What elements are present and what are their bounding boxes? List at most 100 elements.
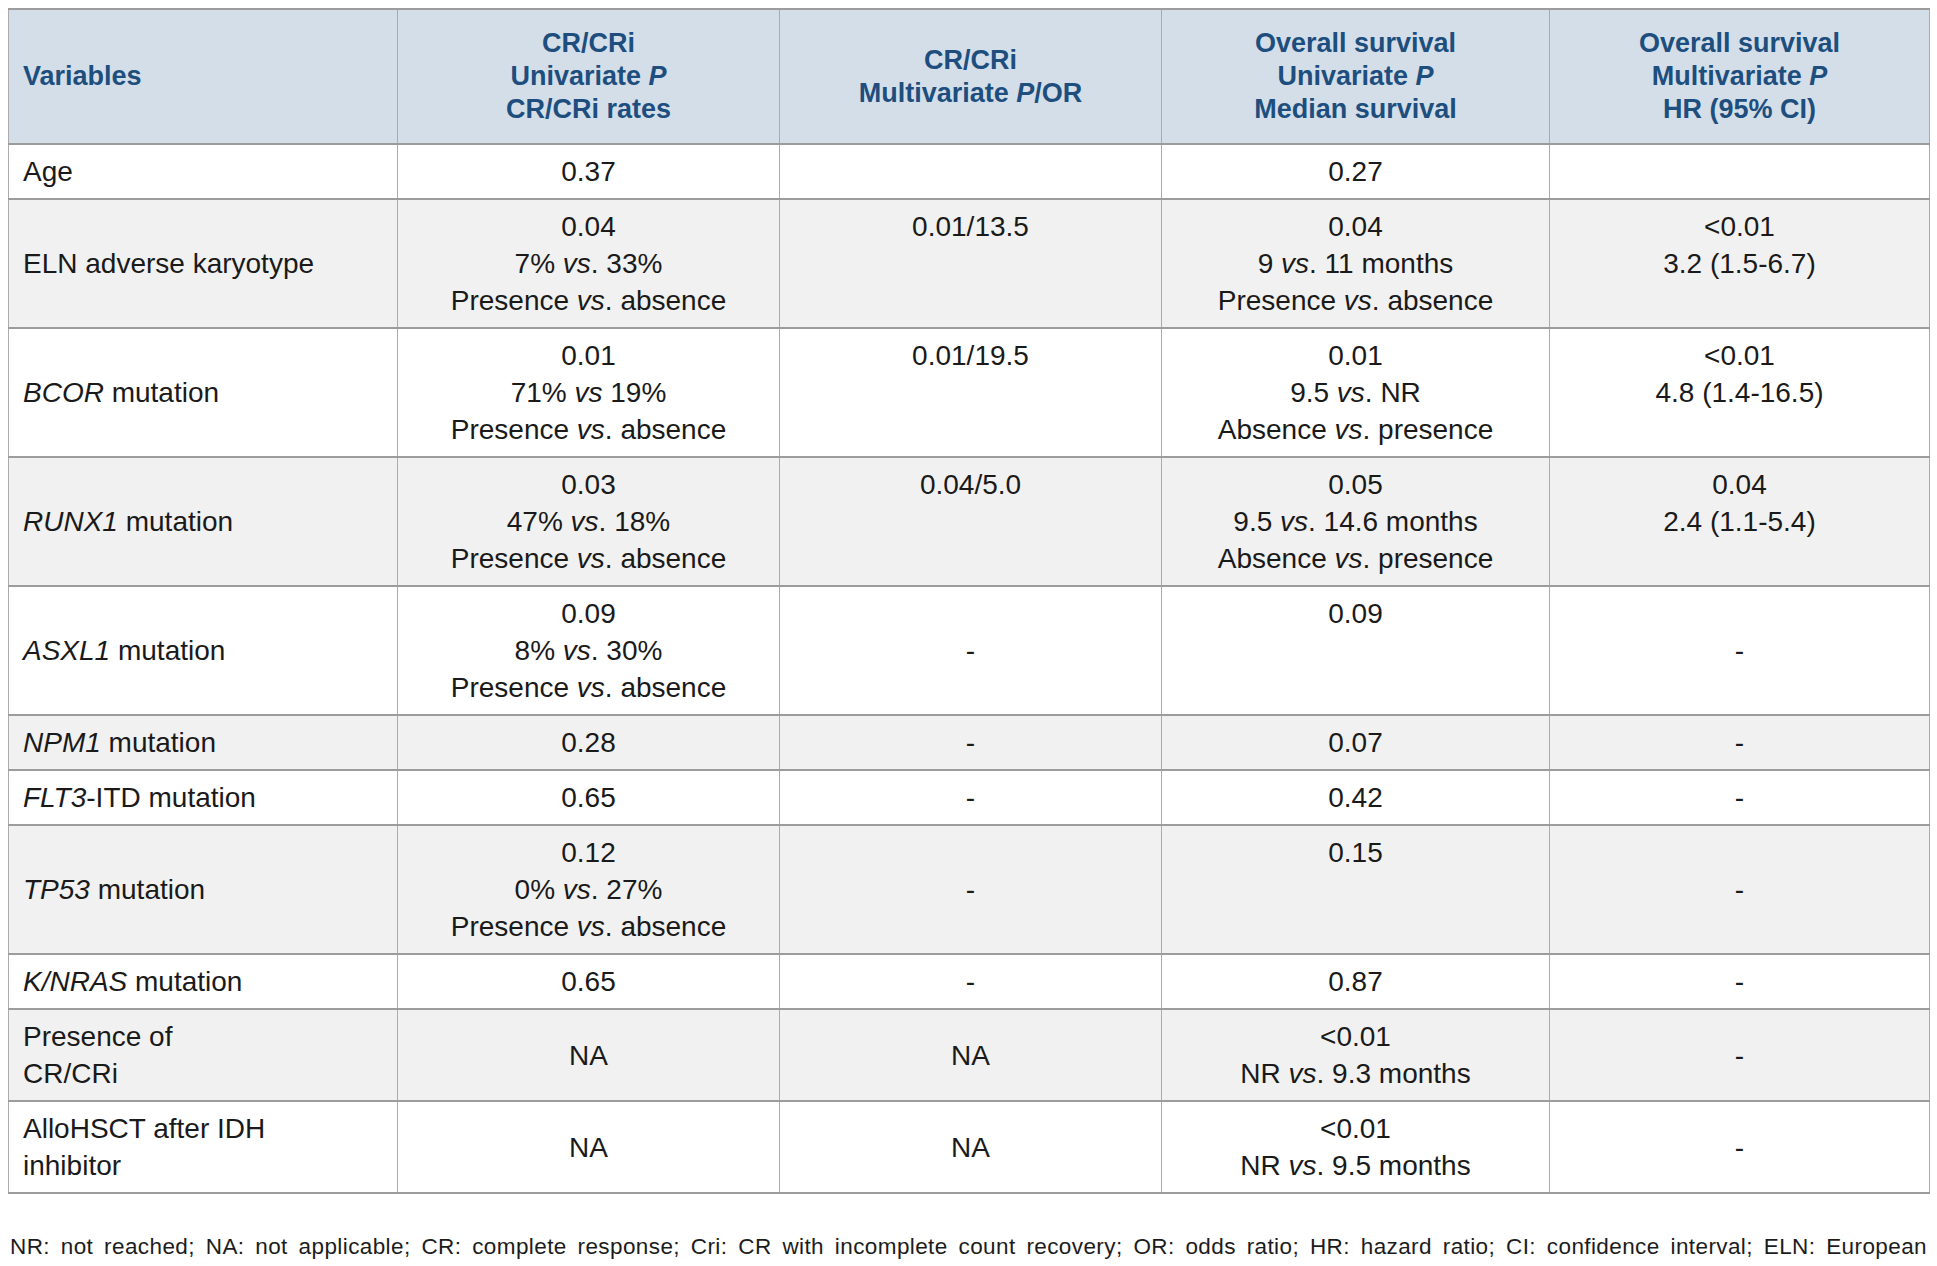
cell-eln-adverse-karyotype-os-univariate-p-median: 0.049 vs. 11 monthsPresence vs. absence: [1162, 199, 1550, 328]
cell-runx1-mutation-variables: RUNX1 mutation: [9, 457, 398, 586]
cell-line: [1172, 871, 1539, 908]
cell-line: [1560, 540, 1919, 577]
cell-eln-adverse-karyotype-variables: ELN adverse karyotype: [9, 199, 398, 328]
cell-line: -: [790, 871, 1151, 908]
cell-line: -: [1560, 963, 1919, 1000]
cell-runx1-mutation-crcri-multivariate-p-or: 0.04/5.0: [780, 457, 1162, 586]
cell-k-nras-mutation-crcri-multivariate-p-or: -: [780, 954, 1162, 1009]
row-k-nras-mutation: K/NRAS mutation0.65-0.87-: [9, 954, 1930, 1009]
cell-asxl1-mutation-os-univariate-p-median: 0.09: [1162, 586, 1550, 715]
cell-line: 47% vs. 18%: [408, 503, 769, 540]
row-eln-adverse-karyotype: ELN adverse karyotype0.047% vs. 33%Prese…: [9, 199, 1930, 328]
cell-line: 0.01/19.5: [790, 337, 1151, 374]
cell-asxl1-mutation-variables: ASXL1 mutation: [9, 586, 398, 715]
row-flt3-itd-mutation: FLT3-ITD mutation0.65-0.42-: [9, 770, 1930, 825]
cell-line: <0.01: [1172, 1018, 1539, 1055]
cell-k-nras-mutation-crcri-univariate-p-rates: 0.65: [398, 954, 780, 1009]
cell-age-crcri-univariate-p-rates: 0.37: [398, 144, 780, 199]
cell-asxl1-mutation-crcri-univariate-p-rates: 0.098% vs. 30%Presence vs. absence: [398, 586, 780, 715]
cell-line: Presence vs. absence: [408, 282, 769, 319]
cell-line: 0.65: [408, 963, 769, 1000]
table-footnote: NR: not reached; NA: not applicable; CR:…: [10, 1230, 1927, 1266]
cell-age-crcri-multivariate-p-or: [780, 144, 1162, 199]
cell-line: 0.04: [1172, 208, 1539, 245]
cell-line: 9.5 vs. NR: [1172, 374, 1539, 411]
cell-line: 9.5 vs. 14.6 months: [1172, 503, 1539, 540]
cell-flt3-itd-mutation-crcri-univariate-p-rates: 0.65: [398, 770, 780, 825]
cell-bcor-mutation-os-multivariate-p-hr: <0.014.8 (1.4-16.5): [1550, 328, 1930, 457]
cell-line: 0.09: [1172, 595, 1539, 632]
cell-line: [790, 245, 1151, 282]
cell-line: ASXL1 mutation: [23, 632, 387, 669]
cell-k-nras-mutation-os-univariate-p-median: 0.87: [1162, 954, 1550, 1009]
cell-line: 0.04: [1560, 466, 1919, 503]
cell-line: 71% vs 19%: [408, 374, 769, 411]
cell-line: -: [1560, 1037, 1919, 1074]
cell-line: 0.03: [408, 466, 769, 503]
header-row: VariablesCR/CRiUnivariate PCR/CRi ratesC…: [9, 9, 1930, 144]
cell-line: NPM1 mutation: [23, 724, 387, 761]
cell-runx1-mutation-os-univariate-p-median: 0.059.5 vs. 14.6 monthsAbsence vs. prese…: [1162, 457, 1550, 586]
cell-line: 9 vs. 11 months: [1172, 245, 1539, 282]
cell-line: -: [1560, 632, 1919, 669]
cell-line: Univariate P: [1172, 60, 1539, 93]
row-age: Age 0.37 0.27: [9, 144, 1930, 199]
cell-line: CR/CRi rates: [408, 93, 769, 126]
cell-age-variables: Age: [9, 144, 398, 199]
cell-npm1-mutation-crcri-univariate-p-rates: 0.28: [398, 715, 780, 770]
cell-line: NA: [790, 1129, 1151, 1166]
cell-presence-of-cr-cri-os-univariate-p-median: <0.01NR vs. 9.3 months: [1162, 1009, 1550, 1101]
column-header-os-multivariate-p-hr: Overall survivalMultivariate PHR (95% CI…: [1550, 9, 1930, 144]
cell-flt3-itd-mutation-os-univariate-p-median: 0.42: [1162, 770, 1550, 825]
cell-line: [790, 540, 1151, 577]
cell-line: 0.12: [408, 834, 769, 871]
cell-line: inhibitor: [23, 1147, 387, 1184]
cell-line: 0.27: [1172, 153, 1539, 190]
cell-line: Presence vs. absence: [408, 540, 769, 577]
cell-line: CR/CRi: [408, 27, 769, 60]
cell-line: TP53 mutation: [23, 871, 387, 908]
cell-allohsct-after-idh-inhibitor-crcri-multivariate-p-or: NA: [780, 1101, 1162, 1193]
cell-line: Presence vs. absence: [408, 411, 769, 448]
cell-asxl1-mutation-crcri-multivariate-p-or: -: [780, 586, 1162, 715]
cell-eln-adverse-karyotype-os-multivariate-p-hr: <0.013.2 (1.5-6.7): [1550, 199, 1930, 328]
cell-line: NA: [408, 1037, 769, 1074]
cell-allohsct-after-idh-inhibitor-variables: AlloHSCT after IDHinhibitor: [9, 1101, 398, 1193]
cell-age-os-multivariate-p-hr: [1550, 144, 1930, 199]
cell-line: -: [1560, 1129, 1919, 1166]
cell-line: 0.05: [1172, 466, 1539, 503]
cell-bcor-mutation-crcri-univariate-p-rates: 0.0171% vs 19%Presence vs. absence: [398, 328, 780, 457]
cell-flt3-itd-mutation-variables: FLT3-ITD mutation: [9, 770, 398, 825]
row-presence-of-cr-cri: Presence ofCR/CRiNANA<0.01NR vs. 9.3 mon…: [9, 1009, 1930, 1101]
cell-tp53-mutation-os-multivariate-p-hr: -: [1550, 825, 1930, 954]
cell-line: 8% vs. 30%: [408, 632, 769, 669]
cell-asxl1-mutation-os-multivariate-p-hr: -: [1550, 586, 1930, 715]
cell-line: Variables: [23, 60, 387, 93]
cell-npm1-mutation-crcri-multivariate-p-or: -: [780, 715, 1162, 770]
page: VariablesCR/CRiUnivariate PCR/CRi ratesC…: [0, 0, 1937, 1266]
cell-line: Age: [23, 153, 387, 190]
cell-line: Presence of: [23, 1018, 387, 1055]
row-asxl1-mutation: ASXL1 mutation 0.098% vs. 30%Presence vs.…: [9, 586, 1930, 715]
cell-line: Absence vs. presence: [1172, 411, 1539, 448]
cell-line: 0.01: [1172, 337, 1539, 374]
table-header: VariablesCR/CRiUnivariate PCR/CRi ratesC…: [9, 9, 1930, 144]
cell-flt3-itd-mutation-crcri-multivariate-p-or: -: [780, 770, 1162, 825]
cell-line: HR (95% CI): [1560, 93, 1919, 126]
cell-line: [1172, 632, 1539, 669]
cell-line: RUNX1 mutation: [23, 503, 387, 540]
cell-line: -: [790, 963, 1151, 1000]
cell-line: Median survival: [1172, 93, 1539, 126]
cell-line: 0.65: [408, 779, 769, 816]
cell-line: [1560, 282, 1919, 319]
cell-line: -: [1560, 871, 1919, 908]
cell-line: NR vs. 9.5 months: [1172, 1147, 1539, 1184]
column-header-crcri-univariate-p-rates: CR/CRiUnivariate PCR/CRi rates: [398, 9, 780, 144]
cell-line: [790, 503, 1151, 540]
column-header-variables: Variables: [9, 9, 398, 144]
cell-line: Univariate P: [408, 60, 769, 93]
cell-line: Overall survival: [1172, 27, 1539, 60]
cell-bcor-mutation-crcri-multivariate-p-or: 0.01/19.5: [780, 328, 1162, 457]
cell-presence-of-cr-cri-os-multivariate-p-hr: -: [1550, 1009, 1930, 1101]
cell-line: NR vs. 9.3 months: [1172, 1055, 1539, 1092]
